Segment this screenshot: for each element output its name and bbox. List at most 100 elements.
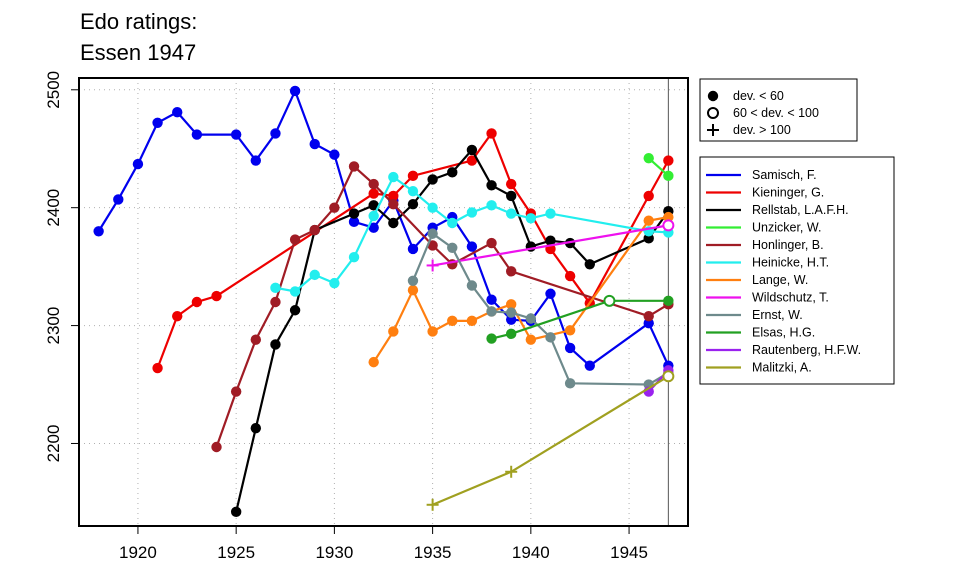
series-legend: Samisch, F. Kieninger, G. Rellstab, L.A.F.…	[699, 156, 895, 385]
series-legend-label: Honlinger, B.	[752, 238, 824, 252]
data-point	[426, 259, 439, 272]
data-point	[289, 85, 301, 97]
marker-legend-symbol	[707, 124, 719, 136]
x-tick-label: 1940	[512, 543, 550, 562]
data-point	[152, 362, 163, 374]
data-point	[172, 310, 183, 322]
data-point	[368, 188, 379, 199]
series-legend-label: Unzicker, W.	[752, 221, 821, 235]
data-point	[388, 198, 399, 210]
data-point	[407, 170, 419, 182]
series-legend-label: Heinicke, H.T.	[752, 256, 829, 270]
data-point	[172, 106, 183, 118]
data-point	[407, 185, 419, 197]
axes: 1920 1925 1930 1935 1940 1945 2200 2300 2400 2500	[44, 71, 648, 562]
data-point	[486, 128, 497, 139]
data-point	[427, 240, 438, 251]
data-point	[388, 217, 399, 229]
data-point	[545, 208, 556, 219]
data-point	[368, 200, 379, 211]
data-point	[348, 208, 360, 219]
series	[211, 161, 674, 453]
series	[270, 171, 674, 297]
data-point	[348, 216, 360, 228]
data-point	[329, 202, 340, 213]
data-point	[505, 208, 517, 219]
data-point	[309, 224, 320, 236]
series	[368, 211, 674, 368]
data-point	[545, 235, 556, 246]
data-point	[250, 155, 262, 166]
data-point	[663, 211, 674, 223]
data-point	[466, 207, 478, 218]
chart-subtitle: Essen 1947	[80, 40, 196, 65]
data-point	[152, 117, 163, 128]
series-line	[372, 216, 669, 363]
series-legend-label: Elsas, H.G.	[752, 326, 815, 340]
data-point	[643, 190, 654, 202]
series-line	[432, 224, 669, 267]
data-point	[407, 198, 419, 210]
data-point	[525, 213, 537, 224]
data-point	[132, 158, 144, 170]
series-line	[491, 299, 669, 340]
marker-legend-label: dev. < 60	[733, 89, 784, 103]
data-point	[426, 498, 439, 511]
chart-title: Edo ratings:	[80, 9, 197, 34]
marker-legend-label: dev. > 100	[733, 123, 791, 137]
data-point	[662, 219, 675, 232]
data-point	[545, 332, 556, 343]
data-point	[564, 270, 576, 282]
data-point	[486, 180, 497, 191]
x-tick-label: 1935	[414, 543, 452, 562]
data-point	[584, 259, 595, 270]
data-point	[348, 161, 360, 172]
series-layer	[93, 85, 675, 518]
data-point	[643, 310, 654, 322]
x-tick-label: 1945	[610, 543, 648, 562]
data-point	[309, 138, 320, 150]
data-point	[407, 275, 419, 286]
data-point	[525, 313, 537, 324]
data-point	[486, 237, 497, 249]
marker-legend: dev. < 60 60 < dev. < 100 dev. > 100	[699, 78, 858, 142]
data-point	[466, 280, 478, 291]
series-legend-label: Lange, W.	[752, 273, 808, 287]
y-tick-label: 2500	[44, 71, 63, 109]
data-point	[388, 326, 399, 337]
data-point	[505, 307, 517, 318]
data-point	[466, 155, 478, 166]
series	[230, 144, 674, 518]
data-point	[447, 242, 458, 253]
data-point	[486, 333, 497, 344]
data-point	[270, 296, 281, 308]
data-point	[329, 277, 340, 289]
data-point	[289, 234, 301, 245]
marker-legend-symbol	[707, 107, 719, 119]
data-point	[427, 326, 438, 337]
series	[426, 370, 675, 511]
data-point	[603, 294, 616, 307]
marker-legend-box	[699, 78, 858, 142]
data-point	[191, 296, 203, 308]
data-point	[564, 378, 576, 389]
data-point	[230, 386, 242, 397]
x-tick-label: 1925	[217, 543, 255, 562]
data-point	[545, 288, 556, 299]
data-point	[113, 194, 124, 205]
data-point	[466, 144, 478, 156]
data-point	[348, 252, 360, 263]
series-legend-label: Rellstab, L.A.F.H.	[752, 203, 849, 217]
data-point	[505, 190, 517, 202]
data-point	[407, 243, 419, 255]
y-tick-label: 2300	[44, 307, 63, 345]
series	[486, 294, 674, 344]
data-point	[230, 129, 242, 140]
series-line	[97, 88, 670, 368]
data-point	[505, 328, 517, 340]
data-point	[368, 210, 379, 222]
data-point	[270, 282, 281, 294]
data-point	[643, 215, 654, 226]
data-point	[466, 241, 478, 252]
data-point	[388, 171, 399, 183]
